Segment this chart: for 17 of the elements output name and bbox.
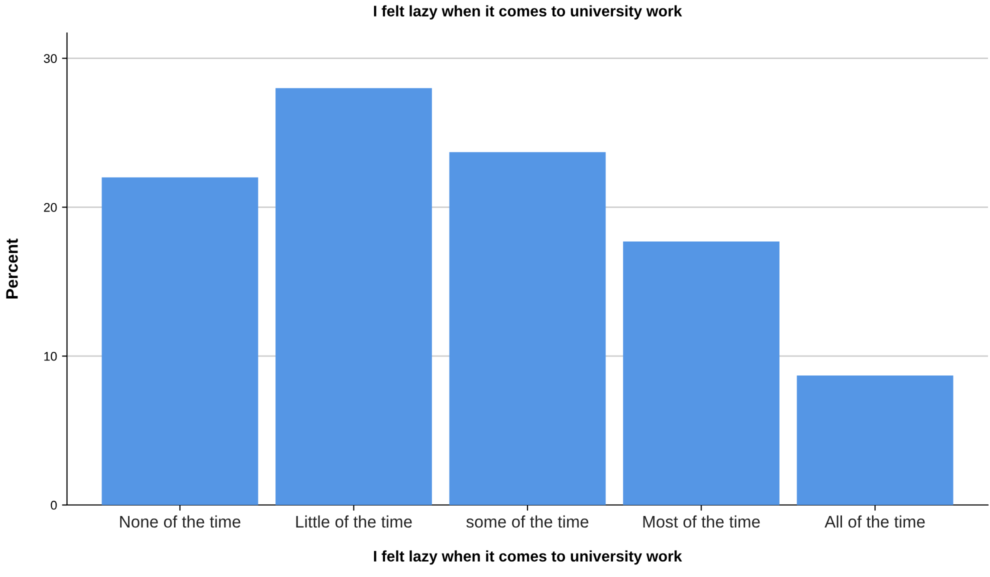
bar (449, 152, 606, 505)
y-tick-label: 20 (44, 203, 57, 212)
x-tick-label: None of the time (120, 515, 240, 528)
x-tick-label: some of the time (466, 515, 588, 528)
x-axis-title: I felt lazy when it comes to university work (374, 550, 682, 565)
x-tick-label: All of the time (824, 515, 925, 528)
bar (796, 375, 954, 505)
x-tick-label: Most of the time (643, 515, 760, 528)
y-tick-label: 10 (44, 352, 57, 361)
x-tick-label: Little of the time (296, 515, 412, 528)
y-tick-label: 0 (50, 500, 57, 510)
y-tick-label: 30 (44, 54, 57, 63)
bar (276, 88, 432, 505)
bar (623, 241, 780, 505)
y-axis-title: Percent (6, 238, 18, 298)
chart-title: I felt lazy when it comes to university work (374, 5, 682, 20)
bar (102, 177, 258, 505)
